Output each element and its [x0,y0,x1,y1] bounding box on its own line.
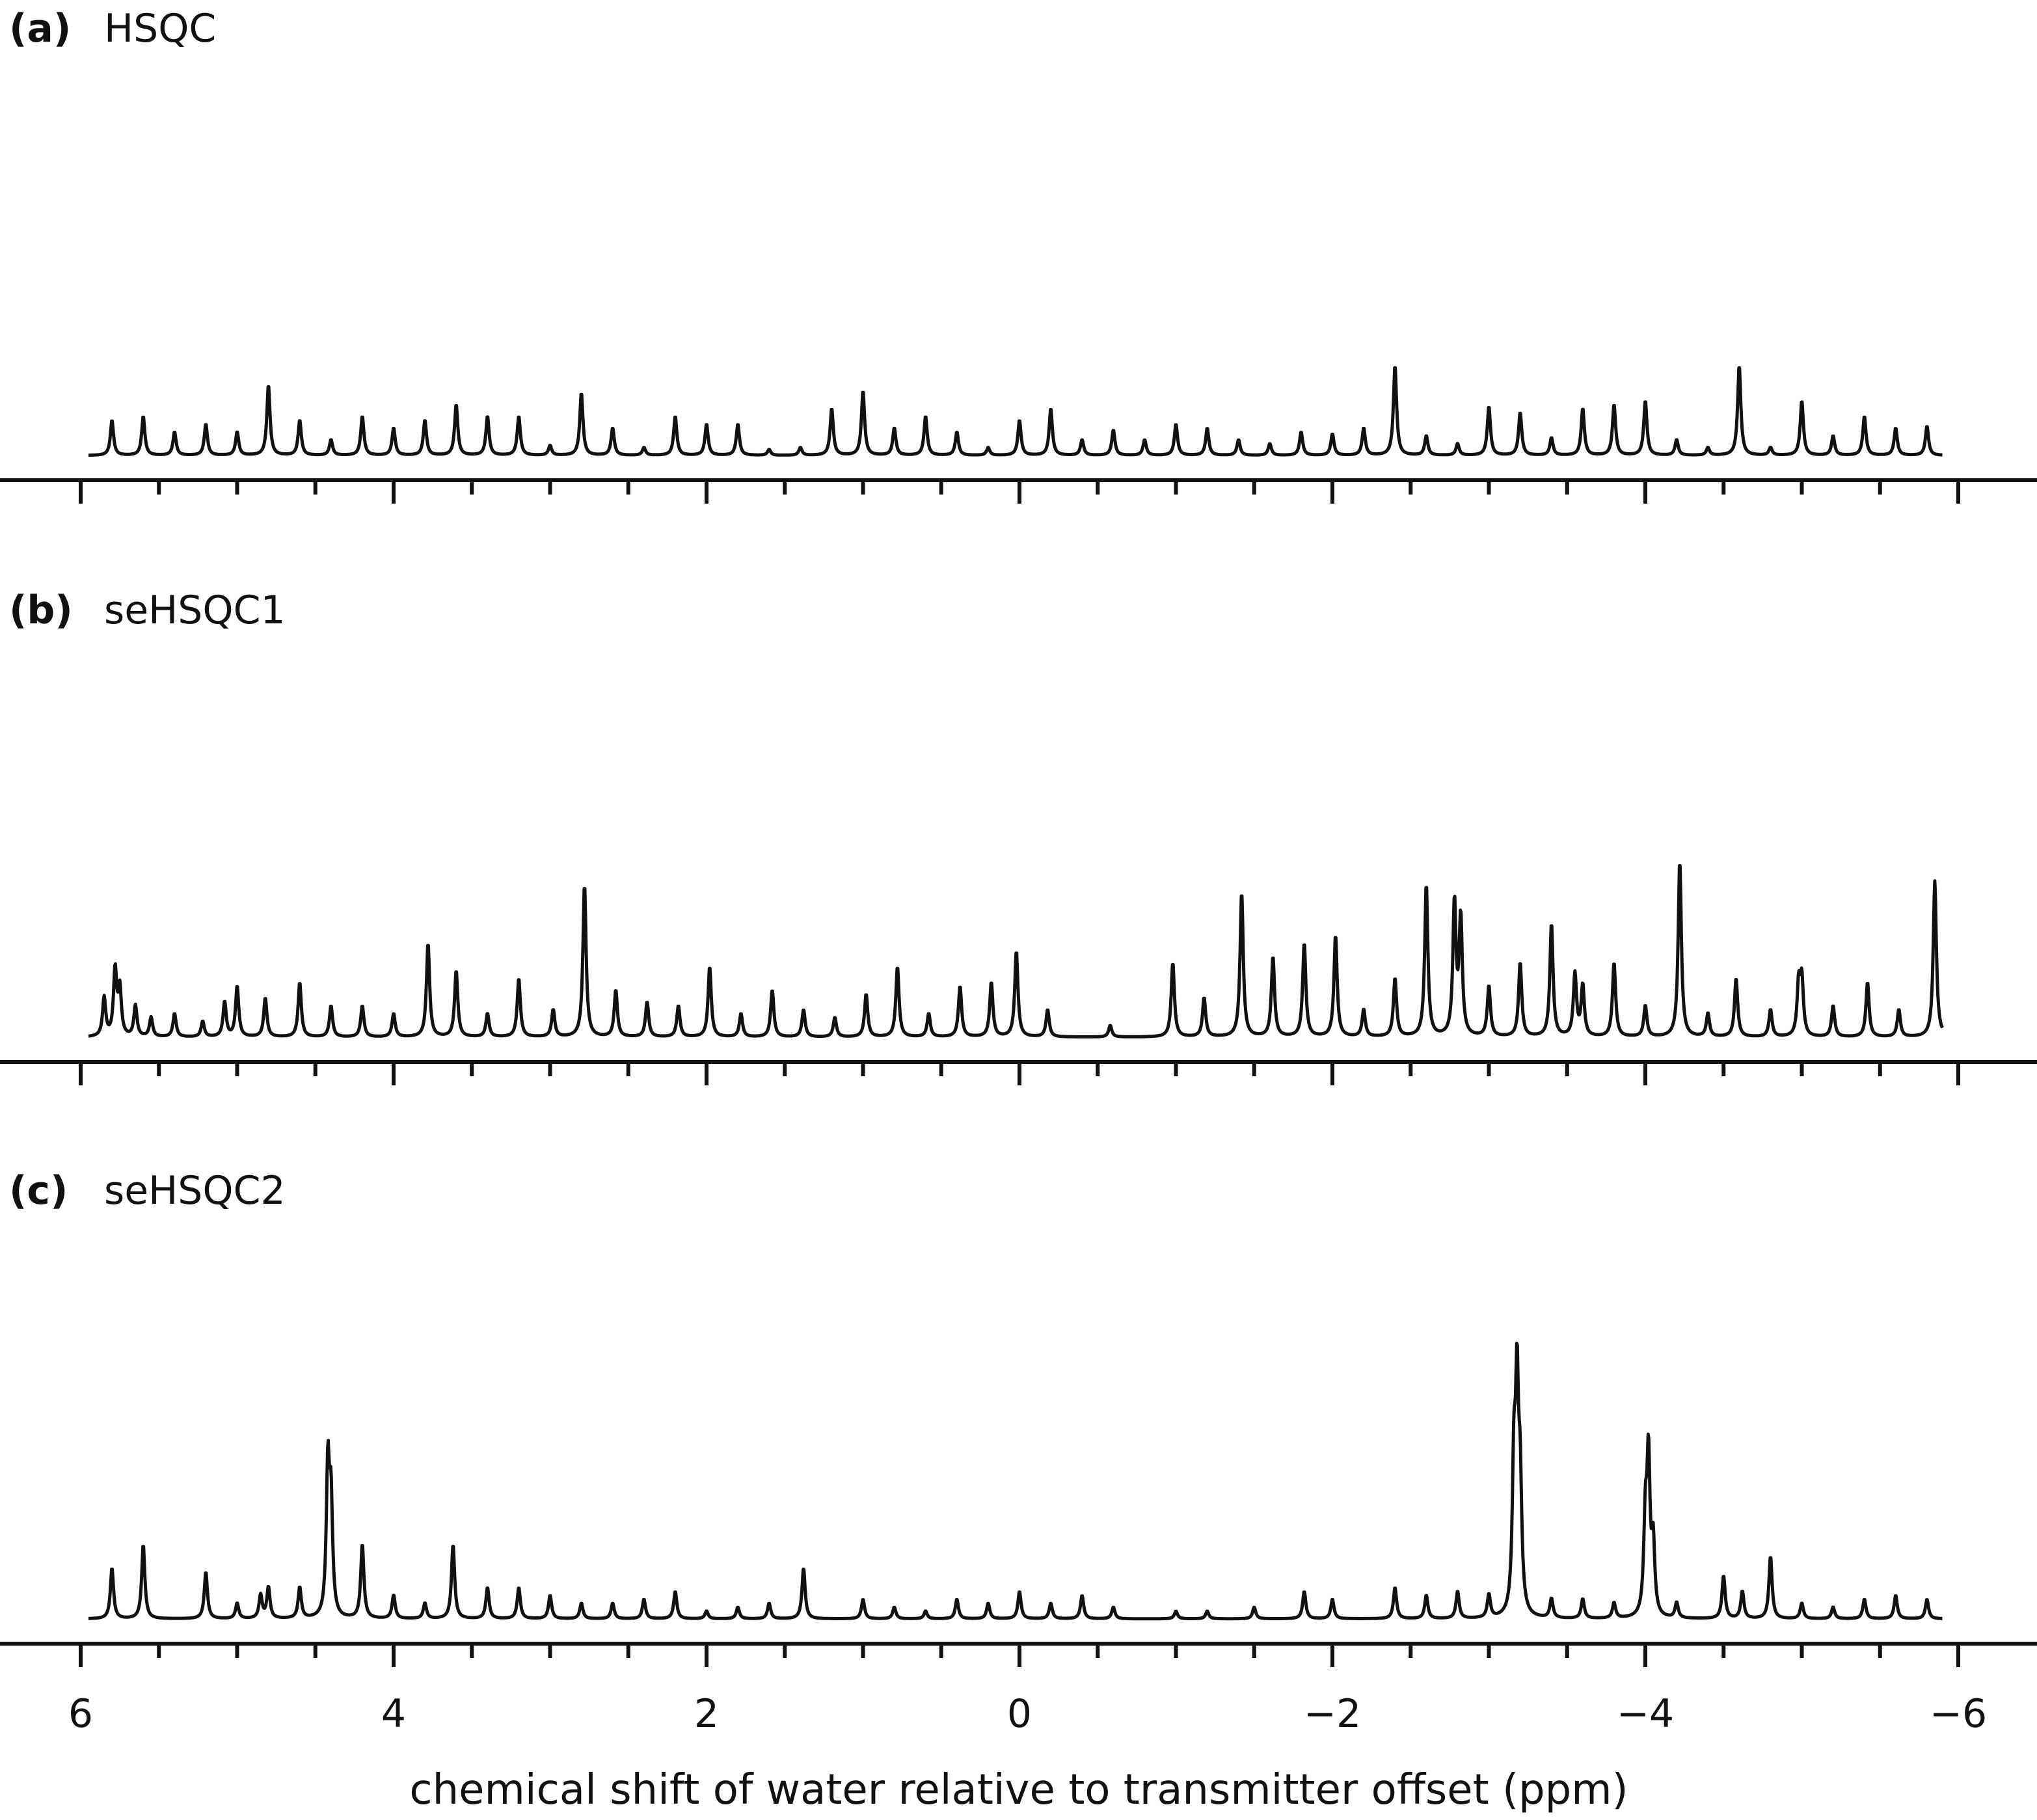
panel-a-title: HSQC [104,6,216,51]
panel-c-title: seHSQC2 [104,1168,286,1214]
x-tick-label: 2 [694,1691,719,1737]
panel-b-letter: (b) [9,588,73,633]
panel-a-spectrum-line [87,366,1943,457]
panel-a: (a) HSQC [0,6,2037,504]
x-tick-label: 0 [1007,1691,1032,1737]
x-tick-label: −2 [1304,1691,1361,1737]
panel-c-letter: (c) [9,1168,68,1214]
panel-c-spectrum-line [87,1342,1943,1621]
panel-b-x-ticks [79,1062,1960,1085]
panel-b: (b) seHSQC1 [0,588,2037,1085]
panel-a-letter: (a) [9,6,71,51]
x-axis-title: chemical shift of water relative to tran… [409,1766,1628,1814]
panel-c-x-ticks [79,1644,1960,1667]
x-tick-label: −6 [1930,1691,1987,1737]
x-tick-label: 4 [381,1691,406,1737]
x-tick-labels: 6 4 2 0 −2 −4 −6 [68,1691,1987,1737]
panel-b-title: seHSQC1 [104,588,286,633]
x-tick-label: −4 [1617,1691,1674,1737]
panel-c: (c) seHSQC2 [0,1168,2037,1667]
x-tick-label: 6 [68,1691,93,1737]
panel-a-x-ticks [79,480,1960,504]
panel-b-spectrum-line [87,864,1944,1039]
